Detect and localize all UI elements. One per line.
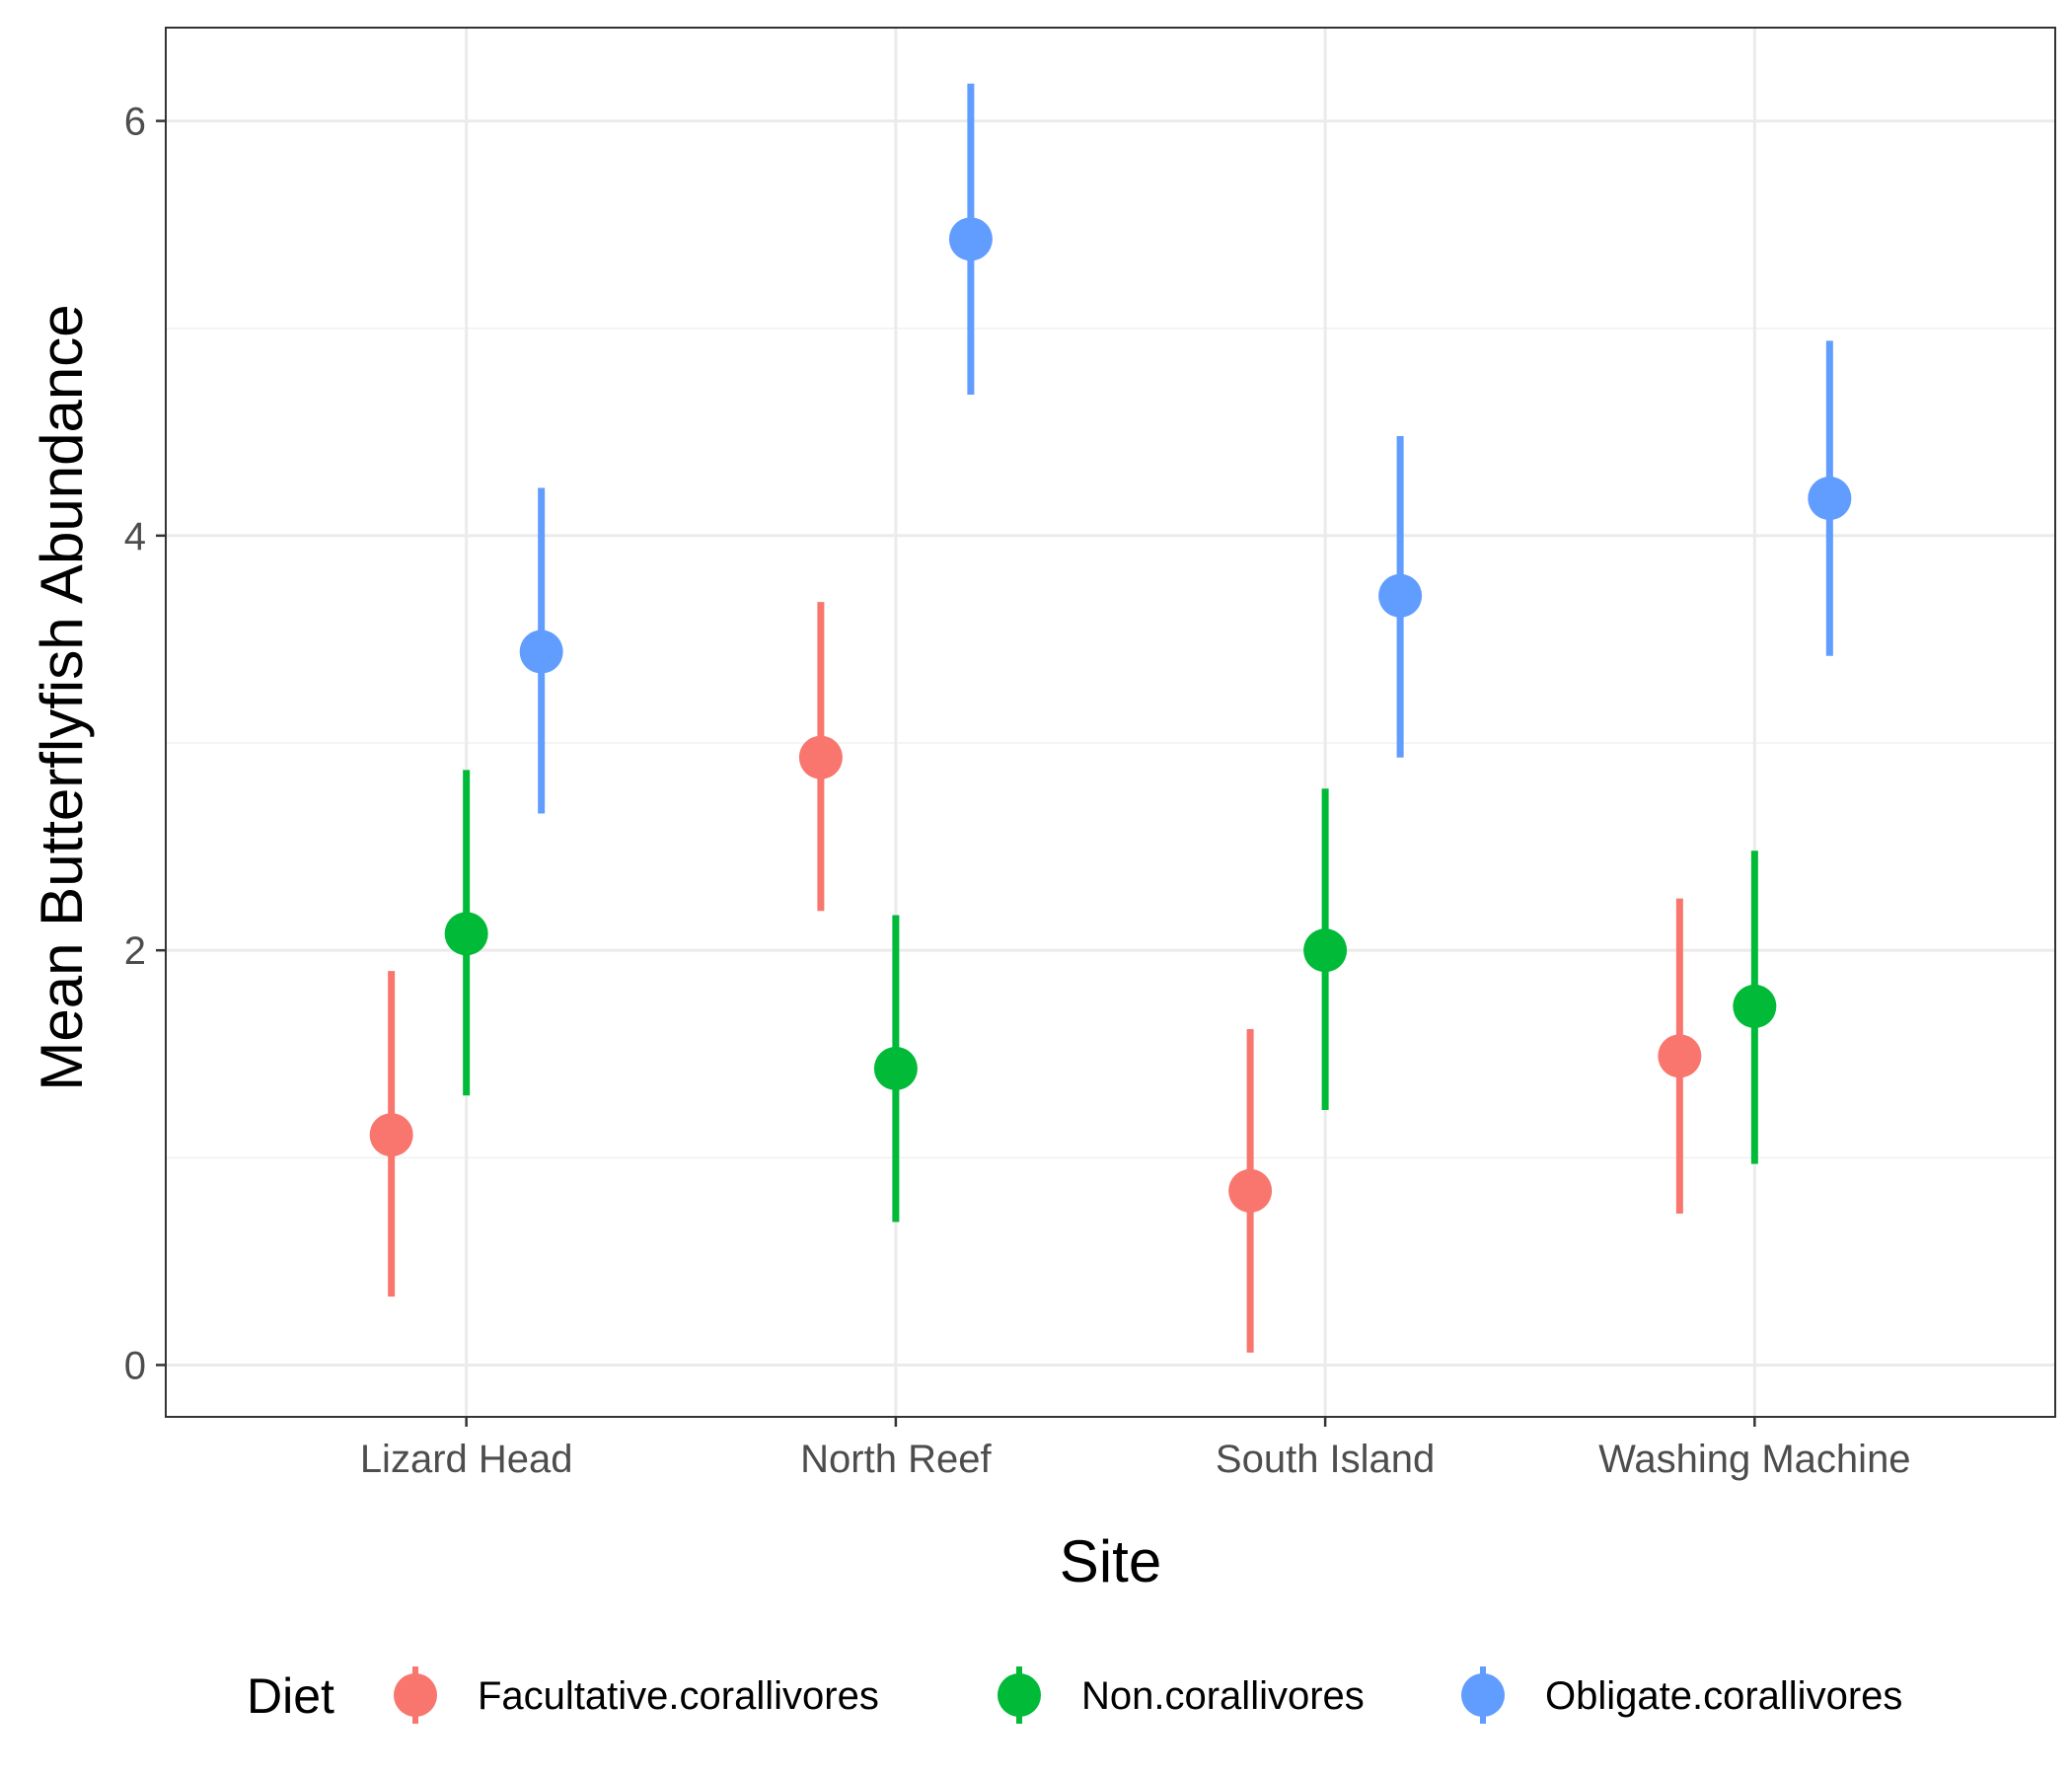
legend-key-point [998, 1673, 1041, 1717]
legend: Diet Facultative.corallivores Non.coralli… [247, 1666, 1902, 1724]
legend-label: Facultative.corallivores [478, 1674, 879, 1718]
y-tick-label: 6 [124, 101, 146, 144]
grid-layer [166, 28, 2055, 1417]
data-point [519, 629, 563, 674]
data-point [1303, 928, 1348, 973]
data-point [1378, 573, 1423, 618]
data-point [798, 735, 843, 779]
data-point [444, 912, 488, 956]
data-point [873, 1046, 918, 1090]
axes-layer: 0 2 4 6 Lizard Head North Reef South Island Was… [124, 101, 1911, 1481]
y-tick-label: 4 [124, 515, 146, 558]
legend-label: Obligate.corallivores [1545, 1674, 1902, 1718]
legend-label: Non.corallivores [1081, 1674, 1365, 1718]
data-point [369, 1113, 413, 1157]
series-layer [369, 83, 1852, 1353]
data-point [1733, 984, 1777, 1028]
x-tick-label: North Reef [800, 1438, 992, 1481]
y-axis-title: Mean Butterflyfish Abundance [29, 304, 95, 1090]
y-tick-label: 0 [124, 1344, 146, 1387]
legend-title: Diet [247, 1668, 334, 1724]
legend-key-point [1461, 1673, 1505, 1717]
data-point [948, 217, 993, 261]
legend-key-point [394, 1673, 437, 1717]
x-tick-label: Washing Machine [1598, 1438, 1910, 1481]
data-point [1658, 1034, 1702, 1078]
x-axis-title: Site [1060, 1528, 1161, 1594]
y-tick-label: 2 [124, 929, 146, 973]
plot-panel-border [165, 27, 2056, 1418]
x-tick-label: Lizard Head [360, 1438, 573, 1481]
data-point [1808, 477, 1852, 521]
data-point [1228, 1168, 1273, 1213]
x-tick-label: South Island [1216, 1438, 1435, 1481]
